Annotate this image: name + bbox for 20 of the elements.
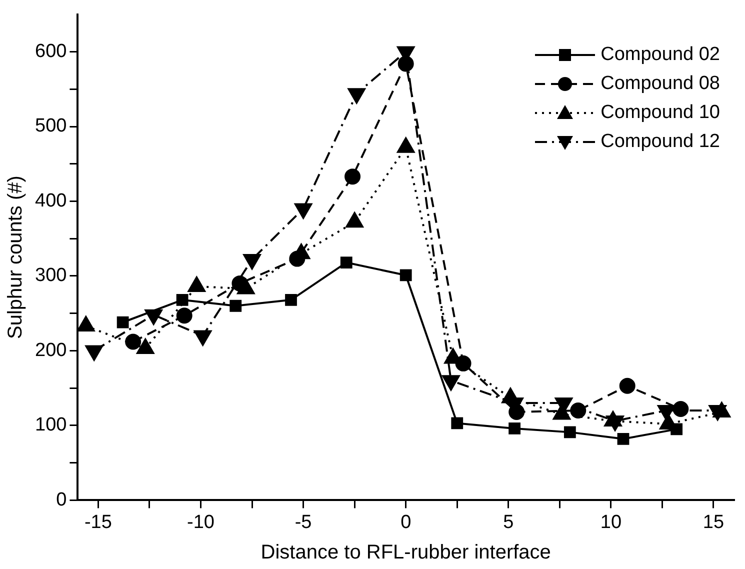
legend-label: Compound 12: [600, 130, 720, 152]
x-tick-label: -15: [84, 512, 112, 533]
y-axis-title: Sulphur counts (#): [4, 176, 27, 340]
y-tick-label: 0: [56, 489, 67, 510]
x-tick-label: -10: [187, 512, 214, 533]
x-tick-label: 10: [600, 512, 622, 533]
x-tick-label: 15: [702, 512, 724, 533]
x-tick-label: 0: [400, 512, 412, 533]
y-tick-label: 300: [35, 265, 67, 286]
y-tick-label: 100: [35, 414, 67, 436]
y-tick-label: 600: [35, 41, 67, 62]
x-axis-title: Distance to RFL-rubber interface: [260, 542, 551, 564]
legend-label: Compound 02: [600, 44, 720, 66]
legend-label: Compound 10: [600, 102, 720, 124]
y-tick-label: 200: [35, 340, 67, 361]
y-tick-label: 500: [35, 116, 67, 137]
x-tick-label: -5: [294, 512, 312, 533]
x-tick-label: 5: [503, 512, 514, 533]
legend-label: Compound 08: [600, 72, 720, 94]
y-tick-label: 400: [35, 190, 67, 212]
